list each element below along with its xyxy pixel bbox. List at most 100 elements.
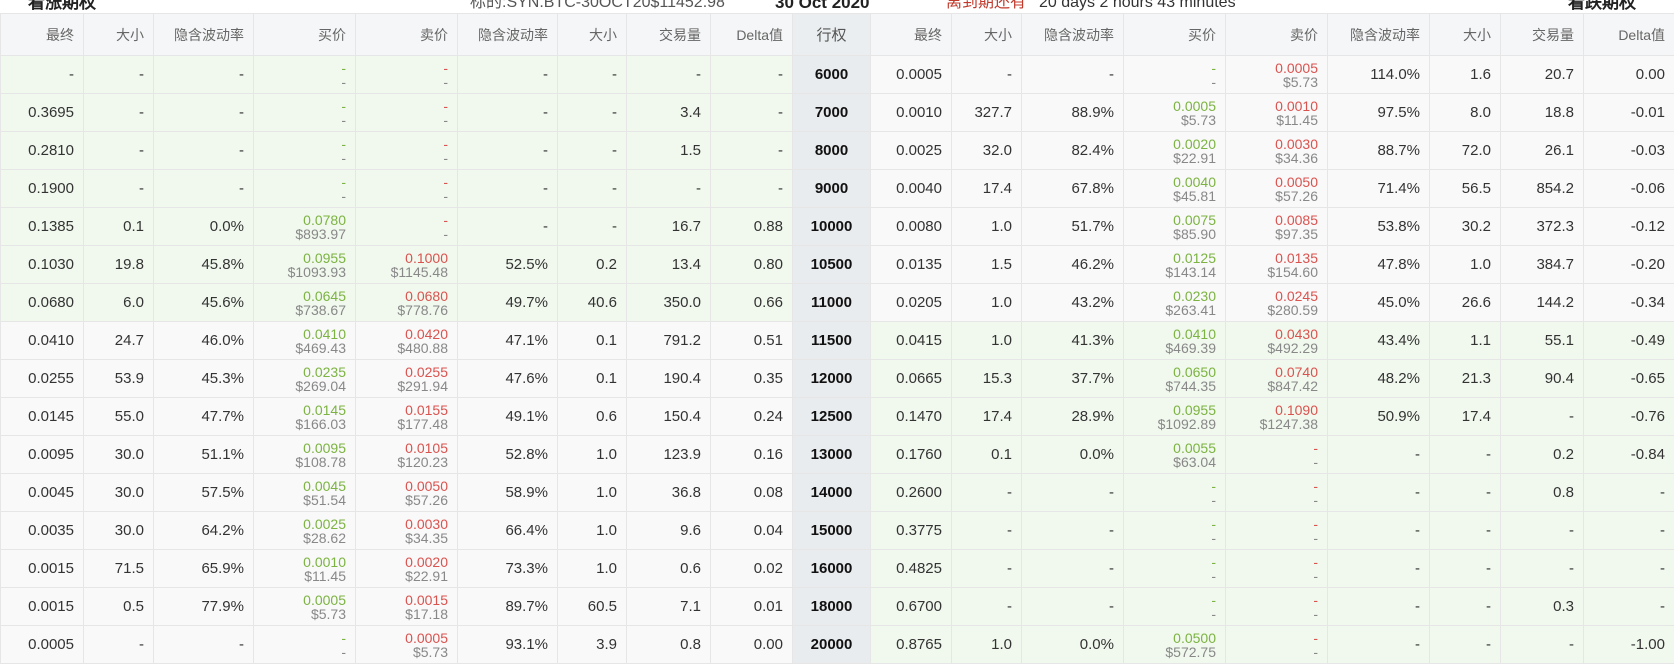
col-call-bid-size[interactable]: 大小	[84, 14, 154, 56]
call-ask-cell[interactable]: 0.0680$778.76	[356, 284, 458, 322]
call-ask-price[interactable]: -	[365, 137, 448, 151]
put-ask-cell[interactable]: --	[1226, 436, 1328, 474]
call-ask-cell[interactable]: 0.0105$120.23	[356, 436, 458, 474]
col-call-ask-iv[interactable]: 隐含波动率	[458, 14, 558, 56]
call-bid-price[interactable]: 0.0645	[263, 289, 346, 303]
col-call-last[interactable]: 最终	[1, 14, 84, 56]
col-put-ask-size[interactable]: 大小	[1430, 14, 1501, 56]
put-bid-cell[interactable]: 0.0005$5.73	[1124, 94, 1226, 132]
strike-price[interactable]: 13000	[793, 436, 871, 474]
strike-price[interactable]: 9000	[793, 170, 871, 208]
put-bid-price[interactable]: 0.0125	[1133, 251, 1216, 265]
call-ask-price[interactable]: 0.0105	[365, 441, 448, 455]
call-bid-cell[interactable]: 0.0145$166.03	[254, 398, 356, 436]
put-bid-cell[interactable]: 0.0055$63.04	[1124, 436, 1226, 474]
call-ask-cell[interactable]: 0.0155$177.48	[356, 398, 458, 436]
strike-price[interactable]: 16000	[793, 550, 871, 588]
call-ask-price[interactable]: 0.0030	[365, 517, 448, 531]
call-bid-price[interactable]: 0.0025	[263, 517, 346, 531]
col-put-ask-iv[interactable]: 隐含波动率	[1328, 14, 1430, 56]
strike-price[interactable]: 7000	[793, 94, 871, 132]
call-ask-price[interactable]: 0.0015	[365, 593, 448, 607]
call-ask-cell[interactable]: --	[356, 170, 458, 208]
put-ask-cell[interactable]: --	[1226, 588, 1328, 626]
call-bid-price[interactable]: 0.0410	[263, 327, 346, 341]
call-ask-price[interactable]: -	[365, 61, 448, 75]
call-ask-price[interactable]: 0.0005	[365, 631, 448, 645]
call-ask-price[interactable]: 0.0020	[365, 555, 448, 569]
put-bid-price[interactable]: 0.0955	[1133, 403, 1216, 417]
put-ask-cell[interactable]: --	[1226, 626, 1328, 664]
col-put-bid-iv[interactable]: 隐含波动率	[1022, 14, 1124, 56]
put-ask-price[interactable]: 0.0005	[1235, 61, 1318, 75]
call-bid-price[interactable]: -	[263, 61, 346, 75]
call-ask-cell[interactable]: --	[356, 56, 458, 94]
col-put-last[interactable]: 最终	[871, 14, 952, 56]
call-bid-cell[interactable]: 0.0095$108.78	[254, 436, 356, 474]
call-ask-price[interactable]: 0.0680	[365, 289, 448, 303]
strike-price[interactable]: 12500	[793, 398, 871, 436]
put-ask-price[interactable]: 0.0430	[1235, 327, 1318, 341]
call-bid-cell[interactable]: 0.0005$5.73	[254, 588, 356, 626]
col-call-bid-iv[interactable]: 隐含波动率	[154, 14, 254, 56]
put-bid-cell[interactable]: 0.0650$744.35	[1124, 360, 1226, 398]
col-put-ask[interactable]: 卖价	[1226, 14, 1328, 56]
call-ask-cell[interactable]: 0.0255$291.94	[356, 360, 458, 398]
call-ask-cell[interactable]: 0.0020$22.91	[356, 550, 458, 588]
put-ask-price[interactable]: -	[1235, 555, 1318, 569]
call-ask-price[interactable]: 0.1000	[365, 251, 448, 265]
col-call-bid[interactable]: 买价	[254, 14, 356, 56]
call-ask-price[interactable]: 0.0420	[365, 327, 448, 341]
call-bid-price[interactable]: 0.0010	[263, 555, 346, 569]
put-bid-price[interactable]: 0.0005	[1133, 99, 1216, 113]
put-ask-cell[interactable]: 0.0010$11.45	[1226, 94, 1328, 132]
call-bid-cell[interactable]: 0.0235$269.04	[254, 360, 356, 398]
call-bid-cell[interactable]: 0.0780$893.97	[254, 208, 356, 246]
put-bid-cell[interactable]: 0.0955$1092.89	[1124, 398, 1226, 436]
put-ask-price[interactable]: 0.0740	[1235, 365, 1318, 379]
put-ask-cell[interactable]: 0.1090$1247.38	[1226, 398, 1328, 436]
put-bid-price[interactable]: 0.0020	[1133, 137, 1216, 151]
call-ask-cell[interactable]: 0.0030$34.35	[356, 512, 458, 550]
call-ask-cell[interactable]: 0.0015$17.18	[356, 588, 458, 626]
strike-price[interactable]: 8000	[793, 132, 871, 170]
put-ask-cell[interactable]: 0.0085$97.35	[1226, 208, 1328, 246]
put-bid-price[interactable]: 0.0040	[1133, 175, 1216, 189]
col-call-ask[interactable]: 卖价	[356, 14, 458, 56]
put-ask-price[interactable]: 0.0050	[1235, 175, 1318, 189]
call-ask-cell[interactable]: --	[356, 132, 458, 170]
strike-price[interactable]: 10000	[793, 208, 871, 246]
call-ask-price[interactable]: -	[365, 99, 448, 113]
put-bid-cell[interactable]: 0.0020$22.91	[1124, 132, 1226, 170]
strike-price[interactable]: 20000	[793, 626, 871, 664]
call-ask-price[interactable]: -	[365, 213, 448, 227]
call-bid-price[interactable]: 0.0955	[263, 251, 346, 265]
put-ask-price[interactable]: -	[1235, 593, 1318, 607]
put-bid-cell[interactable]: --	[1124, 56, 1226, 94]
strike-price[interactable]: 10500	[793, 246, 871, 284]
strike-price[interactable]: 11000	[793, 284, 871, 322]
call-bid-cell[interactable]: 0.0010$11.45	[254, 550, 356, 588]
put-ask-price[interactable]: 0.0135	[1235, 251, 1318, 265]
call-bid-cell[interactable]: 0.0025$28.62	[254, 512, 356, 550]
put-bid-cell[interactable]: 0.0040$45.81	[1124, 170, 1226, 208]
strike-price[interactable]: 12000	[793, 360, 871, 398]
strike-price[interactable]: 15000	[793, 512, 871, 550]
call-bid-price[interactable]: -	[263, 175, 346, 189]
put-bid-cell[interactable]: 0.0075$85.90	[1124, 208, 1226, 246]
call-ask-cell[interactable]: 0.0420$480.88	[356, 322, 458, 360]
put-bid-cell[interactable]: 0.0410$469.39	[1124, 322, 1226, 360]
call-bid-price[interactable]: 0.0235	[263, 365, 346, 379]
put-bid-price[interactable]: 0.0075	[1133, 213, 1216, 227]
strike-price[interactable]: 6000	[793, 56, 871, 94]
put-bid-price[interactable]: 0.0410	[1133, 327, 1216, 341]
call-bid-price[interactable]: -	[263, 99, 346, 113]
put-ask-price[interactable]: 0.1090	[1235, 403, 1318, 417]
put-bid-cell[interactable]: 0.0230$263.41	[1124, 284, 1226, 322]
